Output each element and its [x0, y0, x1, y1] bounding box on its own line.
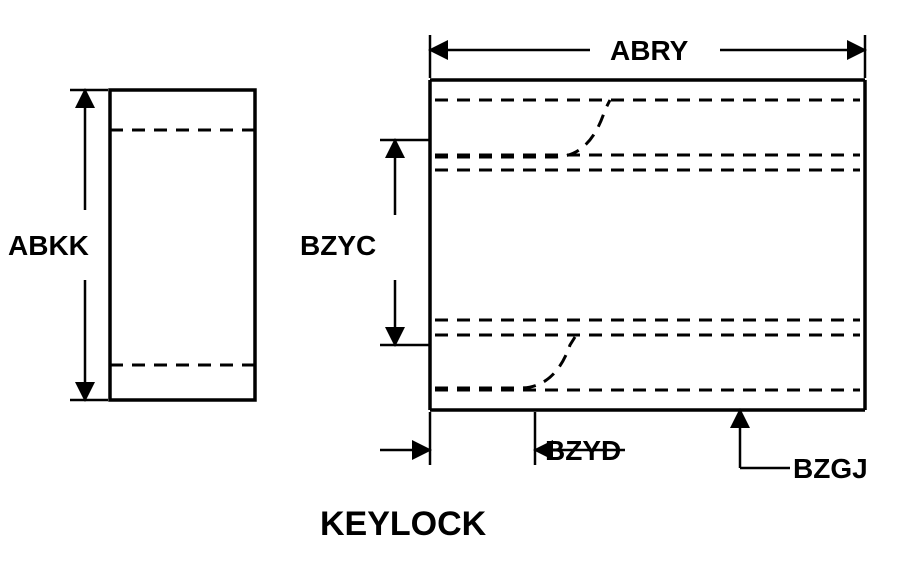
- bzgj-label: BZGJ: [793, 453, 868, 485]
- abry-label: ABRY: [610, 35, 688, 67]
- bzyc-label: BZYC: [300, 230, 376, 262]
- left-view: [110, 90, 255, 400]
- bzgj-leader: [740, 412, 790, 468]
- bzyd-label: BZYD: [545, 435, 621, 467]
- right-view: [380, 80, 865, 410]
- abkk-label: ABKK: [8, 230, 89, 262]
- title-label: KEYLOCK: [320, 505, 486, 544]
